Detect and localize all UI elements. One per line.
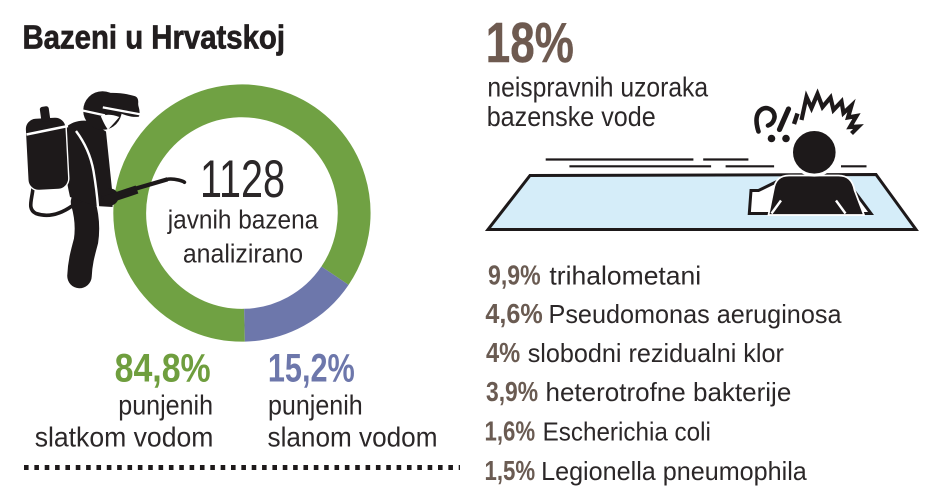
svg-text:15,2%: 15,2%: [268, 347, 355, 391]
svg-text:Pseudomonas aeruginosa: Pseudomonas aeruginosa: [549, 299, 843, 329]
svg-text:bazenske vode: bazenske vode: [487, 101, 656, 132]
svg-text:4%: 4%: [486, 337, 520, 368]
svg-text:slobodni rezidualni klor: slobodni rezidualni klor: [528, 338, 785, 368]
svg-text:18%: 18%: [486, 11, 574, 75]
svg-text:1,5%: 1,5%: [485, 455, 536, 486]
svg-text:trihalometani: trihalometani: [549, 260, 701, 290]
svg-text:Legionella pneumophila: Legionella pneumophila: [541, 456, 807, 486]
svg-text:analizirano: analizirano: [183, 240, 303, 268]
svg-text:1128: 1128: [200, 150, 285, 209]
svg-text:3,9%: 3,9%: [486, 376, 538, 407]
svg-text:neispravnih uzoraka: neispravnih uzoraka: [487, 71, 708, 102]
svg-text:4,6%: 4,6%: [485, 298, 542, 329]
svg-text:9,9%: 9,9%: [488, 259, 541, 290]
svg-text:heterotrofne bakterije: heterotrofne bakterije: [546, 377, 792, 407]
svg-text:Escherichia coli: Escherichia coli: [543, 416, 711, 446]
svg-text:javnih bazena: javnih bazena: [167, 206, 319, 234]
svg-text:1,6%: 1,6%: [485, 415, 536, 446]
svg-text:Bazeni u Hrvatskoj: Bazeni u Hrvatskoj: [23, 19, 286, 56]
svg-text:slanom vodom: slanom vodom: [268, 421, 438, 452]
svg-text:punjenih: punjenih: [118, 390, 213, 421]
svg-text:slatkom vodom: slatkom vodom: [35, 421, 214, 452]
svg-text:punjenih: punjenih: [268, 390, 363, 421]
svg-text:84,8%: 84,8%: [115, 347, 211, 391]
